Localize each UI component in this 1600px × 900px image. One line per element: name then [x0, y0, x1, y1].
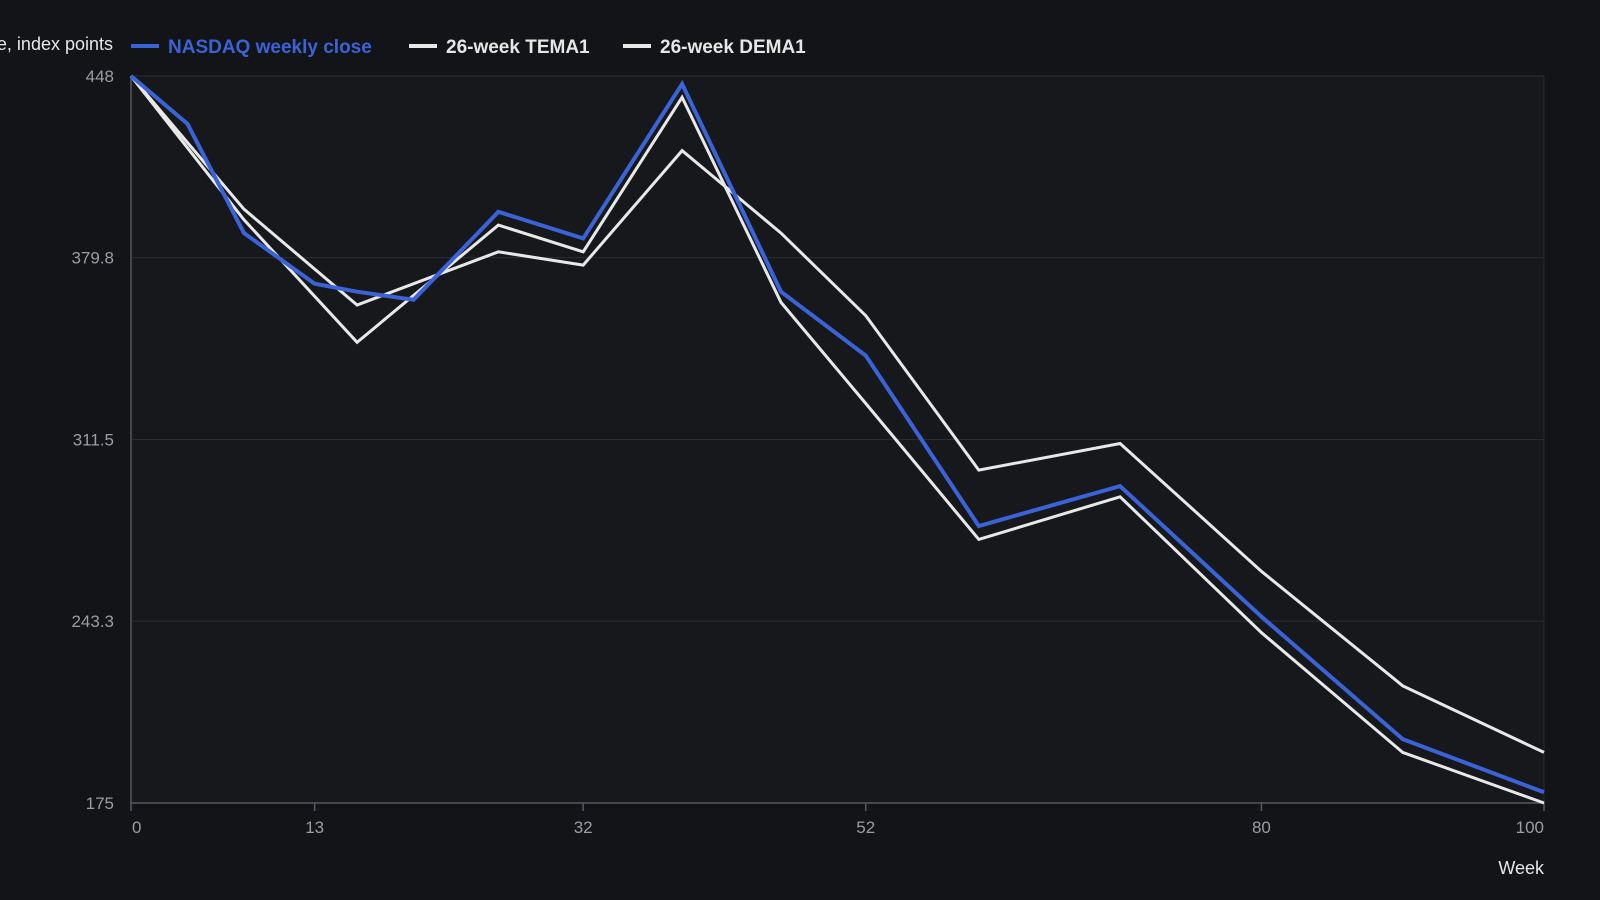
x-tick-label: 100	[1516, 818, 1544, 837]
x-axis-label: Week	[1498, 858, 1545, 878]
series-lines	[129, 74, 1545, 805]
grid-lines	[131, 75, 1545, 803]
x-tick-label: 32	[574, 818, 593, 837]
x-tick-label: 80	[1252, 818, 1271, 837]
series-line-1	[129, 74, 1545, 795]
y-tick-label: 448	[86, 67, 114, 86]
series-line-3	[129, 75, 1545, 805]
y-tick-label: 311.5	[73, 431, 114, 450]
x-tick-label: 0	[132, 818, 141, 837]
y-tick-label: 175	[86, 794, 114, 813]
legend-item: 26-week DEMA1	[623, 37, 806, 58]
x-tick-label: 13	[305, 818, 324, 837]
x-tick-label: 52	[856, 818, 875, 837]
y-tick-label: 243.3	[71, 612, 114, 631]
legend-item: NASDAQ weekly close	[131, 37, 372, 58]
legend: NASDAQ weekly close 26-week TEMA1 26-week …	[131, 37, 806, 58]
y-tick-label: 379.8	[71, 249, 114, 268]
legend-item: 26-week TEMA1	[409, 37, 590, 58]
series-line-2	[129, 75, 1545, 754]
legend-label: 26-week DEMA1	[660, 37, 806, 58]
axes: 175 243.3 311.5 379.8 448 0 13 32 52 80 100	[71, 67, 1545, 837]
y-axis-label: e, index points	[0, 34, 113, 54]
legend-label: 26-week TEMA1	[446, 37, 590, 58]
legend-label: NASDAQ weekly close	[168, 37, 372, 58]
